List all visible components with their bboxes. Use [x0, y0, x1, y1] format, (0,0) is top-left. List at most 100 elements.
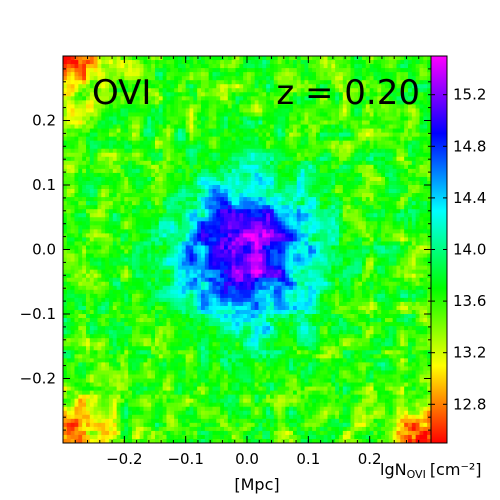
heatmap-cell — [66, 297, 72, 303]
heatmap-cell — [101, 394, 106, 400]
heatmap-cell — [235, 281, 240, 287]
heatmap-cell — [101, 322, 106, 327]
heatmap-cell — [216, 334, 221, 339]
heatmap-cell — [170, 338, 175, 343]
heatmap-cell — [128, 176, 133, 182]
heatmap-cell — [247, 245, 252, 251]
heatmap-cell — [70, 128, 76, 134]
heatmap-cell — [224, 370, 229, 376]
heatmap-cell — [158, 100, 164, 105]
heatmap-cell — [189, 261, 194, 267]
heatmap-cell — [212, 193, 217, 198]
heatmap-cell — [162, 309, 168, 315]
heatmap-cell — [155, 201, 160, 206]
heatmap-cell — [239, 269, 244, 275]
heatmap-cell — [70, 285, 76, 291]
heatmap-cell — [193, 172, 198, 178]
heatmap-cell — [151, 148, 156, 154]
heatmap-cell — [155, 64, 160, 69]
heatmap-cell — [224, 257, 229, 263]
heatmap-cell — [197, 88, 202, 93]
heatmap-cell — [189, 386, 194, 392]
heatmap-cell — [135, 108, 141, 114]
heatmap-cell — [132, 233, 137, 239]
heatmap-cell — [193, 209, 198, 214]
heatmap-cell — [181, 120, 187, 126]
heatmap-cell — [135, 314, 141, 319]
heatmap-cell — [66, 213, 72, 218]
heatmap-cell — [147, 350, 152, 355]
heatmap-cell — [135, 406, 141, 412]
heatmap-cell — [201, 164, 206, 170]
heatmap-cell — [162, 245, 168, 251]
heatmap-cell — [204, 418, 210, 424]
heatmap-cell — [250, 249, 256, 255]
heatmap-cell — [70, 390, 76, 396]
heatmap-cell — [135, 225, 141, 230]
heatmap-cell — [193, 269, 198, 275]
heatmap-cell — [158, 245, 164, 251]
heatmap-cell — [93, 350, 99, 355]
heatmap-cell — [151, 281, 156, 287]
heatmap-cell — [239, 249, 244, 255]
heatmap-cell — [189, 418, 194, 424]
heatmap-cell — [105, 406, 110, 412]
heatmap-cell — [174, 205, 179, 210]
heatmap-cell — [93, 378, 99, 384]
heatmap-cell — [143, 116, 148, 122]
heatmap-cell — [124, 140, 129, 146]
heatmap-cell — [181, 217, 187, 222]
heatmap-cell — [174, 305, 179, 311]
heatmap-cell — [239, 285, 244, 291]
heatmap-cell — [231, 84, 237, 89]
heatmap-cell — [170, 358, 175, 363]
heatmap-cell — [109, 330, 114, 335]
heatmap-cell — [227, 402, 233, 408]
heatmap-cell — [89, 72, 95, 77]
heatmap-cell — [250, 132, 256, 138]
heatmap-cell — [112, 430, 118, 436]
heatmap-cell — [101, 209, 106, 214]
heatmap-cell — [70, 402, 76, 408]
heatmap-cell — [162, 438, 168, 443]
heatmap-cell — [128, 108, 133, 114]
heatmap-cell — [216, 148, 221, 154]
heatmap-cell — [155, 386, 160, 392]
heatmap-cell — [250, 152, 256, 158]
heatmap-cell — [170, 124, 175, 130]
heatmap-cell — [139, 301, 145, 307]
heatmap-cell — [254, 116, 260, 122]
heatmap-cell — [216, 209, 221, 214]
heatmap-cell — [135, 148, 141, 154]
heatmap-cell — [193, 362, 198, 368]
heatmap-cell — [189, 309, 194, 315]
heatmap-cell — [112, 180, 118, 186]
heatmap-cell — [86, 398, 91, 404]
heatmap-cell — [181, 229, 187, 234]
heatmap-cell — [235, 225, 240, 230]
heatmap-cell — [132, 156, 137, 162]
heatmap-cell — [204, 430, 210, 436]
heatmap-cell — [243, 265, 248, 271]
heatmap-cell — [258, 60, 263, 65]
heatmap-cell — [135, 136, 141, 142]
heatmap-cell — [258, 366, 263, 372]
heatmap-cell — [89, 410, 95, 416]
heatmap-cell — [247, 334, 252, 339]
heatmap-cell — [128, 281, 133, 287]
heatmap-cell — [143, 354, 148, 359]
heatmap-cell — [112, 342, 118, 347]
heatmap-cell — [189, 104, 194, 110]
heatmap-cell — [197, 301, 202, 307]
heatmap-cell — [70, 434, 76, 440]
heatmap-cell — [239, 217, 244, 222]
heatmap-cell — [109, 338, 114, 343]
heatmap-cell — [135, 398, 141, 404]
heatmap-cell — [258, 156, 263, 162]
heatmap-cell — [231, 72, 237, 77]
heatmap-cell — [97, 164, 102, 170]
heatmap-cell — [193, 378, 198, 384]
heatmap-cell — [239, 140, 244, 146]
heatmap-cell — [193, 140, 198, 146]
heatmap-cell — [254, 241, 260, 247]
